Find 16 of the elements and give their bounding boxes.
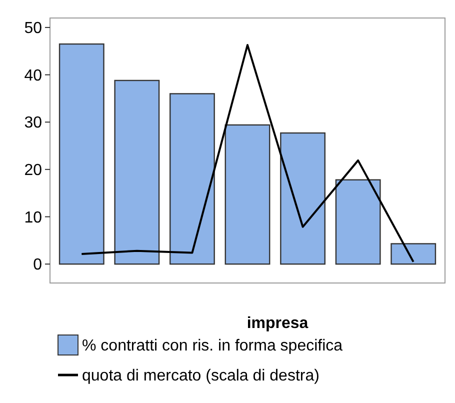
- bar: [114, 80, 160, 265]
- y-tick-label: 30: [24, 114, 42, 132]
- y-tick-label: 20: [24, 162, 42, 180]
- y-tick-label: 40: [24, 67, 42, 84]
- bar: [280, 132, 326, 265]
- bar: [224, 124, 270, 265]
- y-tick-label: 0: [33, 256, 42, 274]
- y-tick-label: 50: [24, 20, 42, 38]
- y-tick-label: 10: [24, 209, 42, 226]
- x-axis-title: impresa: [246, 315, 308, 332]
- bar: [390, 243, 436, 265]
- bar: [335, 179, 381, 265]
- legend-label: quota di mercato (scala di destra): [82, 368, 320, 385]
- bar: [170, 93, 215, 265]
- bar: [58, 43, 104, 265]
- legend-label: % contratti con ris. in forma specifica: [82, 338, 343, 355]
